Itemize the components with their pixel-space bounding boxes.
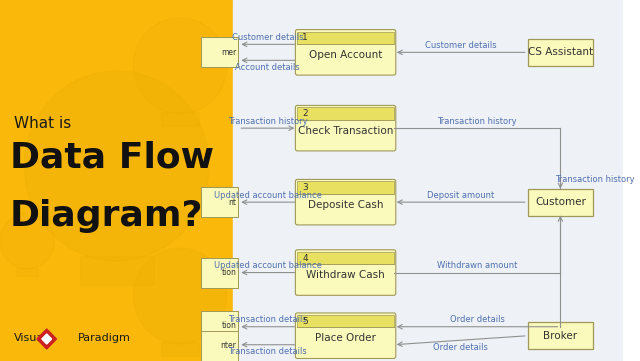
FancyBboxPatch shape xyxy=(296,179,396,225)
Text: CS Assistant: CS Assistant xyxy=(528,47,593,57)
Text: 4: 4 xyxy=(302,253,308,262)
Text: Paradigm: Paradigm xyxy=(78,333,131,343)
Text: 3: 3 xyxy=(302,183,308,192)
Text: Order details: Order details xyxy=(433,343,488,352)
Bar xyxy=(202,187,238,217)
Bar xyxy=(202,257,238,288)
FancyBboxPatch shape xyxy=(296,30,396,75)
Text: Check Transaction: Check Transaction xyxy=(298,126,393,136)
Circle shape xyxy=(133,18,227,114)
Text: Updated account balance: Updated account balance xyxy=(214,191,322,200)
Bar xyxy=(298,32,394,44)
Text: Visual: Visual xyxy=(13,333,47,343)
Text: 2: 2 xyxy=(302,109,308,118)
Text: Customer details: Customer details xyxy=(425,41,497,50)
Text: Data Flow: Data Flow xyxy=(10,141,214,175)
Bar xyxy=(202,37,238,68)
Text: What is: What is xyxy=(13,116,71,131)
FancyBboxPatch shape xyxy=(296,250,396,295)
Text: Order details: Order details xyxy=(450,315,504,324)
Text: Customer details: Customer details xyxy=(232,33,303,42)
Bar xyxy=(298,252,394,264)
Circle shape xyxy=(0,213,54,269)
FancyBboxPatch shape xyxy=(296,313,396,358)
Text: mer: mer xyxy=(221,48,236,57)
Text: 5: 5 xyxy=(302,317,308,326)
Text: Transaction history: Transaction history xyxy=(555,175,634,184)
Bar xyxy=(298,315,394,327)
Text: Broker: Broker xyxy=(543,331,577,341)
Text: nt: nt xyxy=(228,198,236,206)
Text: Deposit amount: Deposit amount xyxy=(427,191,494,200)
Text: 1: 1 xyxy=(302,33,308,42)
Text: Transaction details: Transaction details xyxy=(228,347,307,356)
Bar xyxy=(0,0,234,361)
Text: Open Account: Open Account xyxy=(309,50,382,60)
Text: Updated account balance: Updated account balance xyxy=(214,261,322,270)
Text: Customer: Customer xyxy=(535,197,586,207)
Text: tion: tion xyxy=(221,321,236,330)
Text: Withdrawn amount: Withdrawn amount xyxy=(437,261,517,270)
Bar xyxy=(202,331,238,361)
Text: Transaction history: Transaction history xyxy=(228,117,308,126)
Polygon shape xyxy=(37,329,56,349)
Text: Place Order: Place Order xyxy=(315,333,376,343)
Text: Transaction details: Transaction details xyxy=(228,315,307,324)
Bar xyxy=(17,268,38,276)
Text: Transaction history: Transaction history xyxy=(437,117,517,126)
Circle shape xyxy=(133,248,227,344)
Bar xyxy=(298,181,394,194)
Text: Withdraw Cash: Withdraw Cash xyxy=(306,270,385,280)
Text: Account details: Account details xyxy=(236,63,300,72)
Text: Diagram?: Diagram? xyxy=(10,199,204,233)
Bar xyxy=(202,311,238,341)
Text: tion: tion xyxy=(221,268,236,277)
Bar xyxy=(528,188,593,216)
Bar xyxy=(161,342,198,356)
Text: nter: nter xyxy=(221,341,236,350)
Text: Deposite Cash: Deposite Cash xyxy=(308,200,383,210)
FancyBboxPatch shape xyxy=(296,105,396,151)
Circle shape xyxy=(24,71,209,261)
Bar xyxy=(298,108,394,120)
Polygon shape xyxy=(42,334,52,344)
Bar xyxy=(528,39,593,66)
Bar xyxy=(161,112,198,126)
Bar xyxy=(234,0,623,361)
Bar xyxy=(528,322,593,349)
Bar xyxy=(80,256,154,285)
